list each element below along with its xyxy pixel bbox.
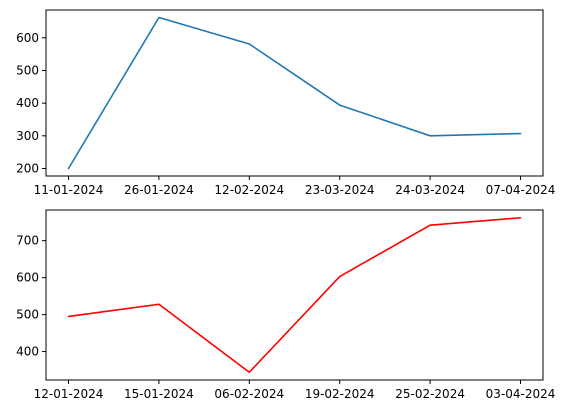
chart-top: 200 300 400 500 600 11-01-2024 26-01-2024 12-02… (16, 9, 556, 197)
data-point (248, 43, 250, 45)
data-point (519, 132, 521, 134)
data-point (67, 315, 69, 317)
y-tick-label: 200 (16, 161, 39, 175)
x-tick-label: 24-03-2024 (395, 183, 465, 197)
y-tick-label: 300 (16, 129, 39, 143)
y-tick-label: 500 (16, 63, 39, 77)
x-tick-label: 11-01-2024 (34, 183, 104, 197)
series-line (67, 16, 522, 170)
x-tick-label: 19-02-2024 (305, 387, 375, 401)
y-tick-label: 700 (16, 234, 39, 248)
y-tick-label: 600 (16, 31, 39, 45)
series-line (67, 216, 522, 374)
x-tick-label: 06-02-2024 (214, 387, 284, 401)
data-point (519, 217, 521, 219)
x-tick-label: 03-04-2024 (486, 387, 556, 401)
x-tick-label: 26-01-2024 (124, 183, 194, 197)
y-tick-label: 500 (16, 308, 39, 322)
x-tick-label: 23-03-2024 (305, 183, 375, 197)
x-tick-label: 25-02-2024 (395, 387, 465, 401)
data-point (339, 104, 341, 106)
data-point (429, 135, 431, 137)
chart-bottom: 400 500 600 700 12-01-2024 15-01-2024 06-02-20… (16, 209, 556, 401)
axes-frame (45, 9, 544, 177)
x-tick-label: 12-01-2024 (34, 387, 104, 401)
data-point (158, 16, 160, 18)
data-point (248, 371, 250, 373)
x-tick-label: 15-01-2024 (124, 387, 194, 401)
y-tick-label: 600 (16, 271, 39, 285)
axes-frame (45, 209, 544, 381)
data-point (158, 303, 160, 305)
x-tick-label: 07-04-2024 (486, 183, 556, 197)
y-tick-label: 400 (16, 96, 39, 110)
y-tick-label: 400 (16, 345, 39, 359)
x-tick-label: 12-02-2024 (214, 183, 284, 197)
data-point (339, 275, 341, 277)
data-point (429, 224, 431, 226)
data-point (67, 167, 69, 169)
